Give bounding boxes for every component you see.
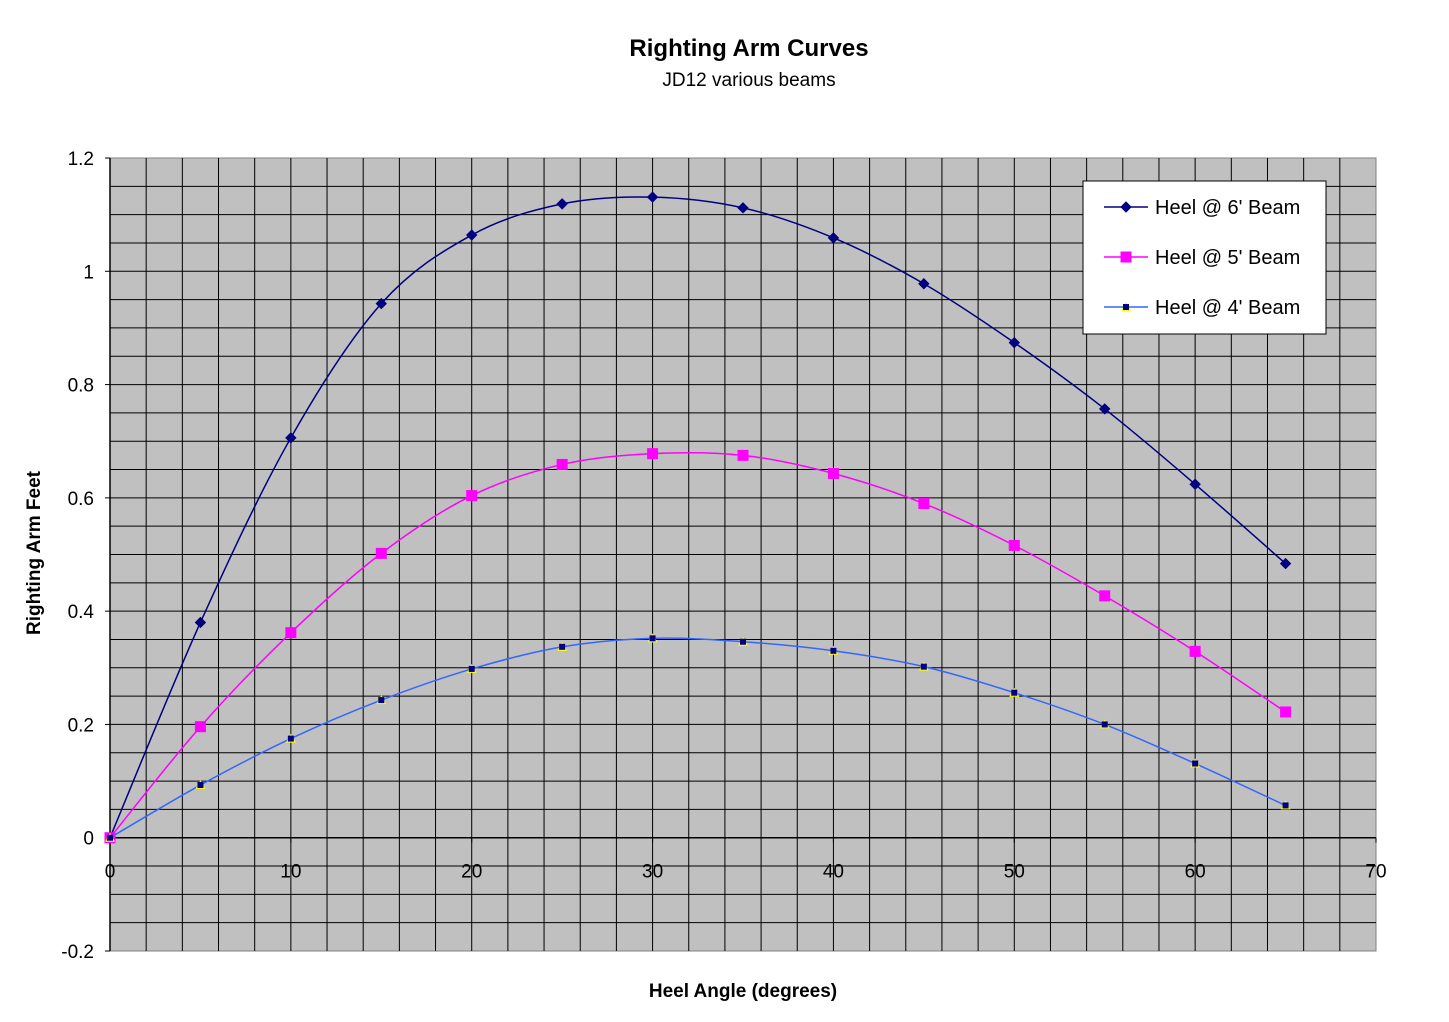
data-point	[1099, 590, 1111, 602]
square-marker	[920, 663, 927, 670]
series-layer	[104, 191, 1292, 844]
series-3	[105, 633, 1291, 842]
square-marker	[468, 665, 475, 672]
data-point	[1189, 645, 1201, 657]
y-axis-title: Righting Arm Feet	[24, 470, 45, 635]
square-marker	[1011, 689, 1018, 696]
y-tick-label: 0	[83, 829, 94, 850]
data-point	[918, 661, 929, 671]
y-tick-label: 1	[83, 262, 94, 283]
legend-item: Heel @ 6' Beam	[1104, 197, 1300, 219]
y-tick-label: 0.2	[68, 715, 94, 736]
square-marker	[197, 782, 204, 789]
square-marker	[559, 643, 566, 650]
data-point	[285, 627, 297, 639]
data-point	[737, 202, 749, 214]
data-point	[827, 232, 840, 244]
square-marker	[107, 834, 113, 841]
data-point	[1279, 557, 1292, 570]
x-tick-label: 30	[642, 862, 663, 883]
x-axis-title: Heel Angle (degrees)	[649, 981, 837, 1002]
data-point	[1009, 687, 1020, 697]
x-tick-label: 50	[1004, 862, 1025, 883]
data-point	[918, 498, 930, 510]
data-point	[1189, 478, 1201, 490]
legend-label: Heel @ 5' Beam	[1155, 247, 1300, 269]
square-marker	[830, 647, 837, 654]
legend-label: Heel @ 6' Beam	[1155, 197, 1300, 219]
square-marker	[740, 638, 746, 645]
legend-item: Heel @ 5' Beam	[1104, 247, 1300, 269]
data-point	[1280, 800, 1291, 810]
y-tick-label: 0.6	[68, 489, 94, 510]
data-point	[737, 449, 749, 461]
data-point	[556, 458, 568, 470]
data-point	[647, 633, 658, 643]
data-point	[827, 468, 839, 480]
data-point	[195, 780, 206, 790]
y-tick-label: -0.2	[61, 942, 94, 963]
data-point	[466, 229, 478, 241]
legend-marker	[1120, 251, 1132, 263]
square-marker	[1282, 802, 1289, 809]
chart-title: Righting Arm Curves	[629, 35, 868, 62]
x-tick-label: 20	[461, 862, 482, 883]
x-tick-label: 40	[823, 862, 844, 883]
axes	[109, 158, 1376, 951]
data-point	[828, 645, 839, 655]
data-point	[918, 278, 930, 290]
data-point	[466, 490, 478, 502]
legend-marker	[1120, 201, 1132, 213]
data-point	[375, 547, 387, 559]
square-marker	[1101, 721, 1108, 728]
x-tick-label: 0	[105, 862, 116, 883]
data-point	[647, 448, 659, 460]
square-marker	[1123, 304, 1129, 310]
x-tick-label: 10	[280, 862, 301, 883]
y-tick-label: 1.2	[68, 149, 94, 170]
y-tick-label: 0.8	[68, 376, 94, 397]
data-point	[105, 832, 115, 842]
tick-labels: 0 10 20 30 40 50 60 70 -0.2 0 0.2 0.4 0.6 0.8 1 1.2	[61, 149, 1386, 963]
square-marker	[378, 697, 385, 704]
data-point	[194, 616, 207, 629]
data-point	[1099, 403, 1111, 415]
data-point	[738, 636, 748, 646]
data-point	[285, 733, 296, 743]
data-point	[1008, 336, 1020, 349]
data-point	[646, 191, 659, 203]
chart-subtitle: JD12 various beams	[662, 70, 835, 91]
data-point	[1190, 758, 1201, 768]
data-point	[556, 198, 568, 210]
series-1	[104, 191, 1292, 844]
data-point	[557, 641, 568, 651]
data-point	[376, 695, 387, 705]
data-point	[375, 297, 387, 310]
x-tick-label: 60	[1185, 862, 1206, 883]
legend-label: Heel @ 4' Beam	[1155, 297, 1300, 319]
data-point	[1099, 719, 1110, 729]
data-point	[194, 721, 206, 733]
y-tick-label: 0.4	[68, 602, 95, 623]
square-marker	[649, 635, 656, 642]
legend-item: Heel @ 4' Beam	[1104, 297, 1300, 319]
x-tick-label: 70	[1365, 862, 1386, 883]
square-marker	[287, 735, 294, 742]
series-2	[104, 448, 1292, 844]
data-point	[1008, 539, 1020, 551]
legend-marker	[1121, 302, 1131, 311]
data-point	[466, 663, 477, 673]
data-point	[285, 432, 297, 444]
square-marker	[1192, 760, 1199, 767]
data-point	[1280, 706, 1292, 718]
legend: Heel @ 6' Beam Heel @ 5' Beam Heel @ 4' Be…	[1082, 180, 1327, 335]
